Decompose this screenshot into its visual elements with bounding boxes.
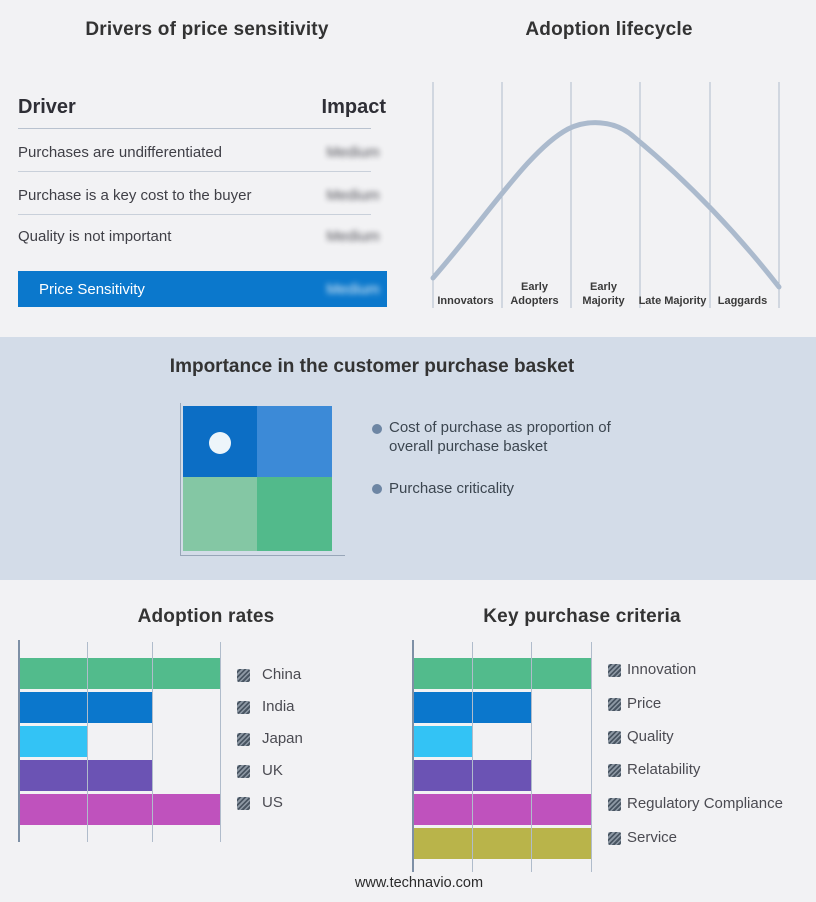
quadrant-x-axis — [180, 555, 345, 556]
bar-uk — [19, 760, 153, 791]
gridline — [531, 642, 532, 872]
driver-cell: Purchases are undifferentiated — [18, 144, 223, 161]
quadrant-top-right — [257, 406, 332, 477]
hatch-swatch-icon — [608, 832, 621, 845]
bar-japan — [19, 726, 88, 757]
price-sensitivity-banner: Price Sensitivity Medium — [18, 271, 387, 307]
position-marker-dot — [209, 432, 231, 454]
hatch-swatch-icon — [237, 733, 250, 746]
drivers-table: Driver Impact Purchases are undifferenti… — [18, 0, 387, 340]
y-axis — [412, 640, 414, 872]
hatch-swatch-icon — [608, 731, 621, 744]
bar-regulatory-compliance — [413, 794, 592, 825]
bar-india — [19, 692, 153, 723]
stage-label-innovators: Innovators — [437, 295, 494, 307]
impact-cell-redacted: Medium — [326, 187, 380, 204]
table-divider — [18, 171, 371, 172]
hatch-swatch-icon — [237, 701, 250, 714]
legend-label: Service — [627, 829, 678, 846]
legend-label: Relatability — [627, 761, 701, 778]
impact-cell-redacted: Medium — [326, 280, 380, 298]
hatch-swatch-icon — [608, 664, 621, 677]
purchase-basket-section: Importance in the customer purchase bask… — [0, 337, 816, 580]
basket-title: Importance in the customer purchase bask… — [169, 356, 575, 377]
table-row: Quality is not important Medium — [18, 228, 387, 245]
quadrant-bottom-left — [183, 477, 257, 551]
legend-label: Innovation — [627, 661, 697, 678]
gridline — [87, 642, 88, 842]
basket-bullet: Cost of purchase as proportion of overal… — [389, 419, 611, 455]
driver-cell: Purchase is a key cost to the buyer — [18, 187, 252, 204]
lifecycle-curve-plot — [430, 82, 782, 308]
hatch-swatch-icon — [608, 798, 621, 811]
basket-quadrant-matrix — [183, 406, 332, 551]
driver-column-header: Driver — [18, 96, 76, 118]
legend-label: Quality — [627, 728, 674, 745]
adoption-rates-title: Adoption rates — [137, 606, 275, 627]
key-purchase-criteria-chart: Innovation Price Quality Relatability Regula… — [400, 630, 816, 880]
table-row: Purchase is a key cost to the buyer Medi… — [18, 187, 387, 204]
legend-label: China — [262, 666, 302, 683]
bar-china — [19, 658, 221, 689]
drivers-table-header: Driver Impact — [18, 96, 386, 119]
quadrant-bottom-right — [257, 477, 332, 551]
stage-label-late-majority: Late Majority — [638, 295, 707, 307]
stage-label-laggards: Laggards — [717, 295, 768, 307]
bullet-icon — [372, 484, 382, 494]
legend-label: Japan — [262, 730, 303, 747]
impact-cell-redacted: Medium — [326, 144, 380, 161]
legend-label: US — [262, 794, 283, 811]
hatch-swatch-icon — [237, 765, 250, 778]
lifecycle-chart: Innovators Early Adopters Early Majority… — [408, 0, 816, 337]
table-divider — [18, 214, 371, 215]
quadrant-y-axis — [180, 403, 181, 556]
hatch-swatch-icon — [237, 797, 250, 810]
key-purchase-criteria-title: Key purchase criteria — [483, 606, 681, 627]
legend-label: Regulatory Compliance — [627, 795, 783, 812]
bar-innovation — [413, 658, 592, 689]
legend-label: Price — [627, 695, 662, 712]
website-url: www.technavio.com — [354, 875, 484, 891]
quadrant-top-left — [183, 406, 257, 477]
drivers-title: Drivers of price sensitivity — [85, 19, 329, 40]
stage-label-early-majority: Early Majority — [582, 281, 625, 307]
gridline — [152, 642, 153, 842]
driver-cell: Quality is not important — [18, 228, 172, 245]
gridline — [591, 642, 592, 872]
legend-label: UK — [262, 762, 283, 779]
hatch-swatch-icon — [608, 698, 621, 711]
bar-service — [413, 828, 592, 859]
stage-label-early-adopters: Early Adopters — [510, 281, 559, 307]
gridline — [472, 642, 473, 872]
bar-us — [19, 794, 221, 825]
adoption-rates-chart: China India Japan UK US — [0, 630, 408, 860]
impact-cell-redacted: Medium — [326, 228, 380, 245]
legend-label: India — [262, 698, 295, 715]
bullet-icon — [372, 424, 382, 434]
hatch-swatch-icon — [237, 669, 250, 682]
basket-bullet: Purchase criticality — [389, 480, 515, 497]
table-divider — [18, 128, 371, 129]
bell-curve — [430, 120, 782, 290]
impact-column-header: Impact — [321, 96, 386, 118]
y-axis — [18, 640, 20, 842]
lifecycle-title: Adoption lifecycle — [525, 19, 693, 40]
table-row: Purchases are undifferentiated Medium — [18, 144, 387, 161]
hatch-swatch-icon — [608, 764, 621, 777]
gridline — [220, 642, 221, 842]
price-sensitivity-label: Price Sensitivity — [39, 280, 145, 298]
bar-quality — [413, 726, 473, 757]
